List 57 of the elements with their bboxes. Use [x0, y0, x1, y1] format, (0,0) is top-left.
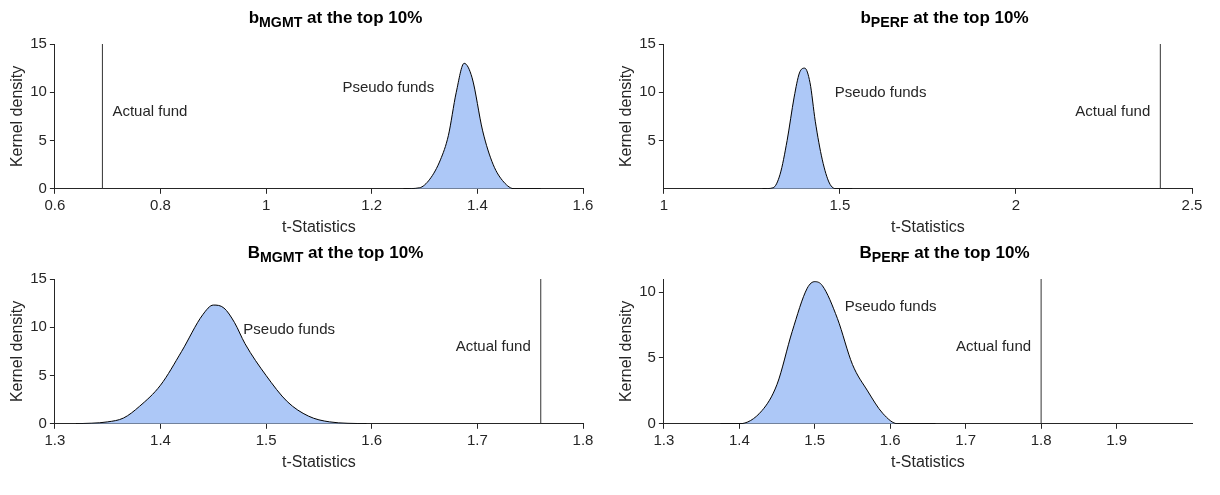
y-axis-title: Kernel density [8, 300, 26, 403]
x-tick-label: 1.7 [955, 430, 977, 448]
x-tick-label: 2.5 [1181, 195, 1203, 213]
y-tick-label: 15 [639, 34, 656, 52]
chart-title: B$_{PERF}$ at the top 10% [858, 243, 1031, 267]
x-tick-label: 1.5 [255, 430, 277, 448]
x-tick-label: 1.5 [804, 430, 826, 448]
y-tick-label: 5 [38, 130, 47, 148]
chart-title: b$_{MGMT}$ at the top 10% [247, 8, 424, 32]
annotation: Pseudo funds [844, 296, 937, 314]
x-tick-label: 1.6 [879, 430, 901, 448]
annotation: Pseudo funds [342, 78, 435, 96]
x-tick-label: 1.9 [1106, 430, 1127, 448]
y-tick-label: 10 [30, 82, 47, 100]
y-tick-label: 15 [30, 34, 47, 52]
x-tick-label: 1.8 [572, 430, 594, 448]
x-tick-label: 0.8 [150, 195, 171, 213]
y-axis-title: Kernel density [617, 300, 635, 403]
x-tick-label: 1.4 [150, 430, 171, 448]
x-tick-label: 1.2 [361, 195, 383, 213]
x-axis-title: t-Statistics [282, 452, 356, 470]
x-tick-label: 2 [1011, 195, 1021, 213]
x-tick-label: 0.6 [44, 195, 66, 213]
x-tick-label: 1.8 [1030, 430, 1052, 448]
y-tick-label: 0 [38, 178, 47, 196]
ref-line-label: Actual fund [455, 337, 531, 355]
y-tick-label: 5 [647, 348, 656, 366]
y-tick-label: 10 [30, 317, 47, 335]
y-tick-label: 10 [639, 282, 656, 300]
x-axis-title: t-Statistics [891, 217, 965, 235]
y-tick-label: 15 [30, 269, 47, 287]
y-tick-label: 0 [38, 413, 47, 431]
x-tick-label: 1.6 [572, 195, 594, 213]
y-axis-title: Kernel density [617, 65, 635, 168]
annotation: Pseudo funds [243, 320, 336, 338]
x-axis-title: t-Statistics [891, 452, 965, 470]
x-tick-label: 1.4 [728, 430, 750, 448]
y-tick-label: 10 [639, 82, 656, 100]
x-tick-label: 1.4 [466, 195, 488, 213]
annotation: Pseudo funds [834, 83, 927, 101]
x-tick-label: 1.3 [44, 430, 66, 448]
x-tick-label: 1.3 [653, 430, 675, 448]
chart-title: b$_{PERF}$ at the top 10% [859, 8, 1030, 32]
y-tick-label: 5 [647, 130, 656, 148]
x-tick-label: 1.6 [361, 430, 383, 448]
y-axis-title: Kernel density [8, 65, 26, 168]
x-tick-label: 1.5 [829, 195, 851, 213]
y-tick-label: 5 [38, 365, 47, 383]
x-tick-label: 1 [659, 195, 669, 213]
x-tick-label: 1 [261, 195, 271, 213]
chart-title: B$_{MGMT}$ at the top 10% [246, 243, 425, 267]
ref-line-label: Actual fund [1075, 102, 1151, 120]
ref-line-label: Actual fund [956, 337, 1032, 355]
y-tick-label: 0 [647, 413, 656, 431]
x-axis-title: t-Statistics [282, 217, 356, 235]
x-tick-label: 1.7 [466, 430, 488, 448]
ref-line-label: Actual fund [112, 102, 188, 120]
